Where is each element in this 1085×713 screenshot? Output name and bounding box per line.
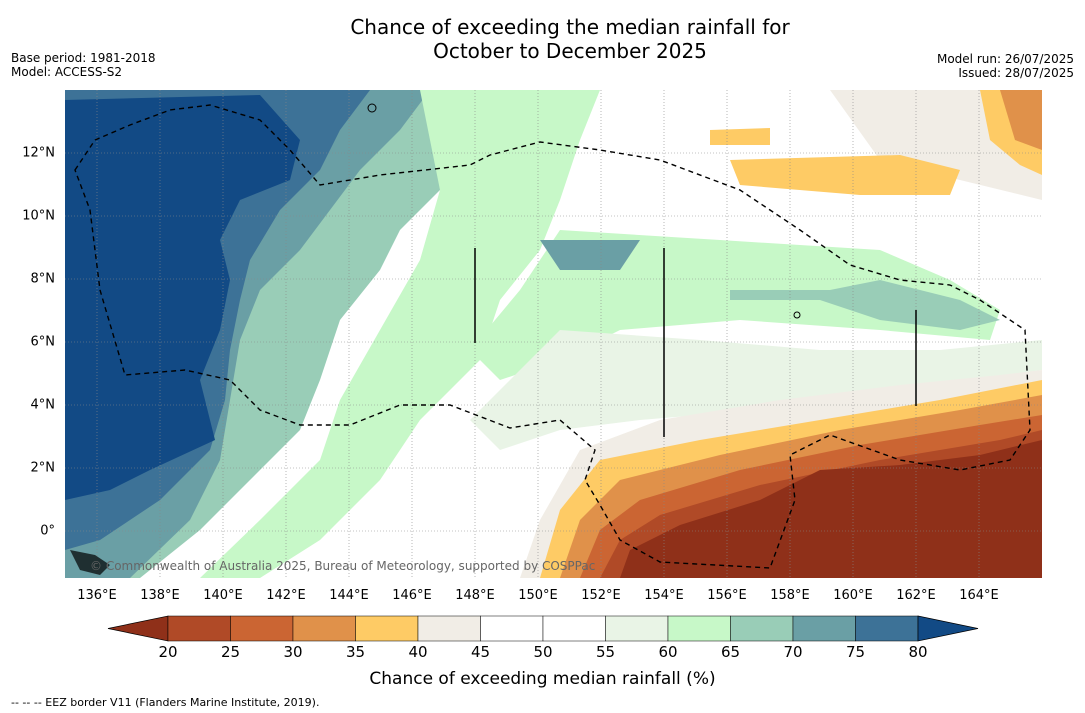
colorbar-swatch: [667, 615, 731, 642]
colorbar-tick-label: 80: [908, 643, 928, 661]
colorbar-tick-label: 60: [658, 643, 678, 661]
colorbar-tick-label: 25: [220, 643, 241, 661]
y-tick-label: 12°N: [22, 145, 55, 161]
colorbar-tick-label: 65: [720, 643, 741, 661]
x-tick-label: 160°E: [833, 588, 873, 603]
colorbar-tick-label: 35: [345, 643, 366, 661]
x-tick-label: 138°E: [140, 588, 180, 603]
model-run: Model run: 26/07/2025: [936, 52, 1074, 66]
colorbar-title: Chance of exceeding median rainfall (%): [369, 669, 716, 689]
colorbar-tick-label: 70: [783, 643, 803, 661]
colorbar: [107, 615, 979, 642]
colorbar-tick-label: 30: [283, 643, 303, 661]
model-name: Model: ACCESS-S2: [11, 65, 123, 79]
x-tick-label: 136°E: [77, 588, 117, 603]
x-tick-label: 154°E: [644, 588, 684, 603]
colorbar-tick-label: 20: [158, 643, 178, 661]
x-tick-label: 152°E: [581, 588, 621, 603]
colorbar-tick-label: 40: [408, 643, 428, 661]
colorbar-swatch: [855, 615, 919, 642]
colorbar-tick-label: 45: [470, 643, 491, 661]
y-tick-label: 10°N: [22, 208, 55, 224]
issued-date: Issued: 28/07/2025: [958, 66, 1074, 80]
colorbar-tick-label: 55: [595, 643, 616, 661]
colorbar-swatch: [542, 615, 606, 642]
title-line-2: October to December 2025: [433, 39, 707, 63]
colorbar-swatch: [730, 615, 794, 642]
x-tick-label: 142°E: [266, 588, 306, 603]
gridlines: [65, 90, 1042, 578]
colorbar-swatch: [417, 615, 481, 642]
colorbar-swatch: [480, 615, 544, 642]
colorbar-swatch: [167, 615, 231, 642]
x-tick-label: 156°E: [707, 588, 747, 603]
x-tick-label: 140°E: [203, 588, 243, 603]
title-line-1: Chance of exceeding the median rainfall …: [350, 15, 790, 39]
x-tick-label: 144°E: [329, 588, 369, 603]
y-tick-label: 0°: [40, 523, 55, 539]
x-tick-label: 150°E: [518, 588, 558, 603]
colorbar-swatch: [355, 615, 419, 642]
copyright-notice: © Commonwealth of Australia 2025, Bureau…: [90, 559, 596, 573]
colorbar-tick-label: 75: [845, 643, 866, 661]
colorbar-swatch: [605, 615, 669, 642]
colorbar-tick-label: 50: [533, 643, 553, 661]
x-tick-label: 164°E: [959, 588, 999, 603]
y-tick-label: 4°N: [30, 397, 56, 413]
rainfall-probability-field: [65, 90, 1042, 578]
y-tick-label: 6°N: [30, 334, 56, 350]
colorbar-swatch: [230, 615, 294, 642]
base-period: Base period: 1981-2018: [11, 51, 156, 65]
y-tick-label: 2°N: [30, 460, 56, 476]
colorbar-swatch: [292, 615, 356, 642]
x-tick-label: 148°E: [455, 588, 495, 603]
colorbar-extend-low: [107, 615, 169, 642]
x-tick-label: 146°E: [392, 588, 432, 603]
footnote: -- -- -- EEZ border V11 (Flanders Marine…: [11, 696, 320, 709]
colorbar-extend-high: [917, 615, 979, 642]
y-tick-label: 8°N: [30, 271, 56, 287]
colorbar-swatch: [792, 615, 856, 642]
x-tick-label: 162°E: [896, 588, 936, 603]
x-tick-label: 158°E: [770, 588, 810, 603]
